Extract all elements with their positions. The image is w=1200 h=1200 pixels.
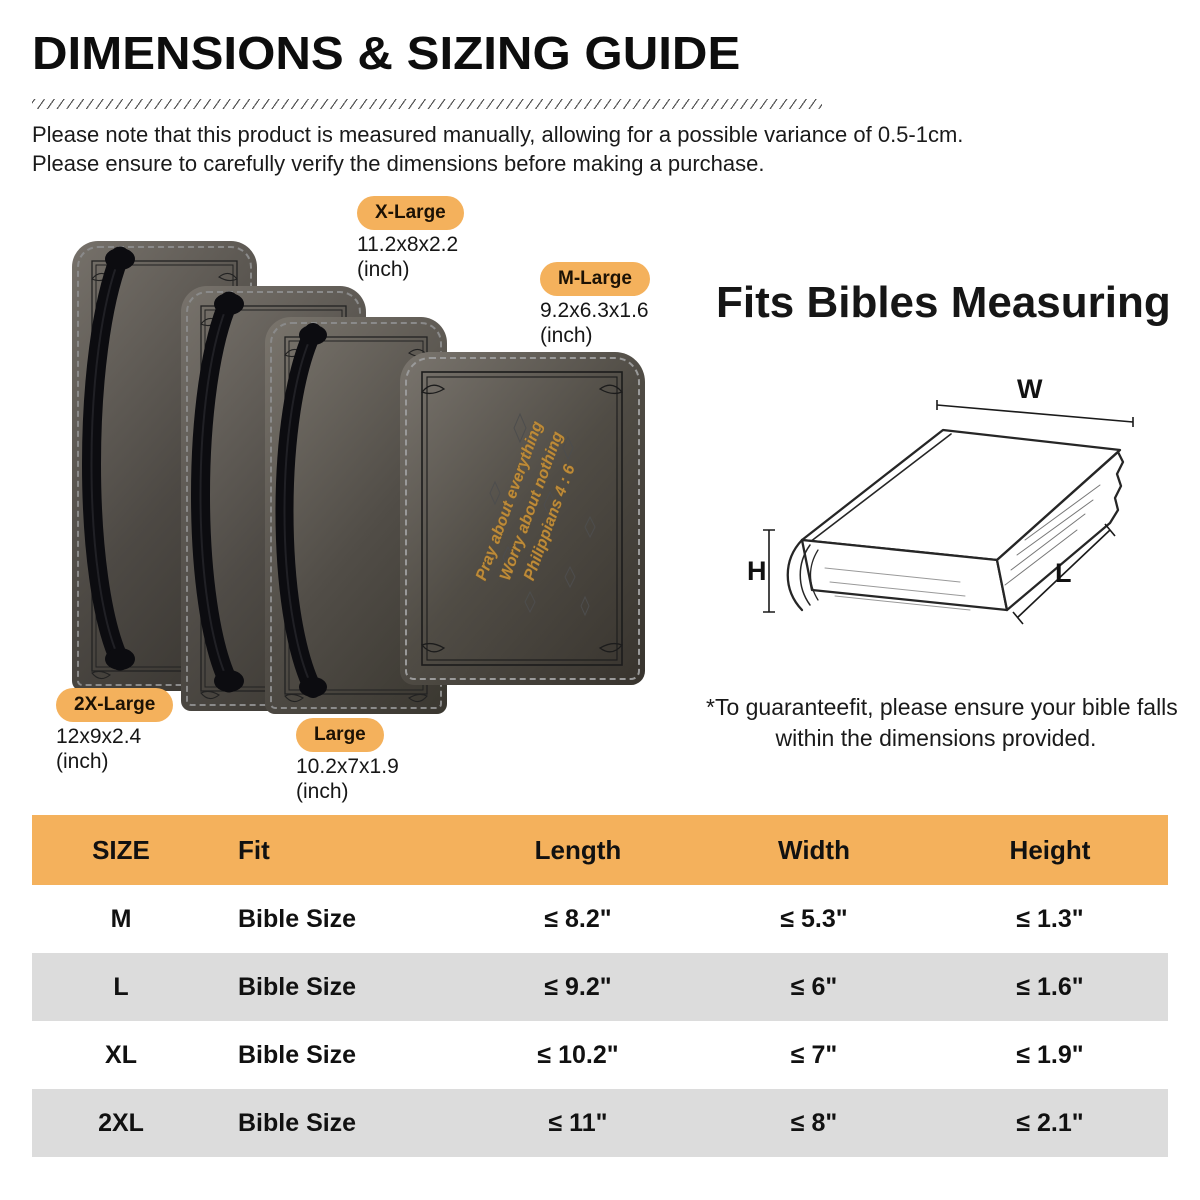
svg-text:W: W xyxy=(1017,374,1043,404)
svg-text:H: H xyxy=(747,556,767,586)
svg-text:L: L xyxy=(1055,558,1072,588)
